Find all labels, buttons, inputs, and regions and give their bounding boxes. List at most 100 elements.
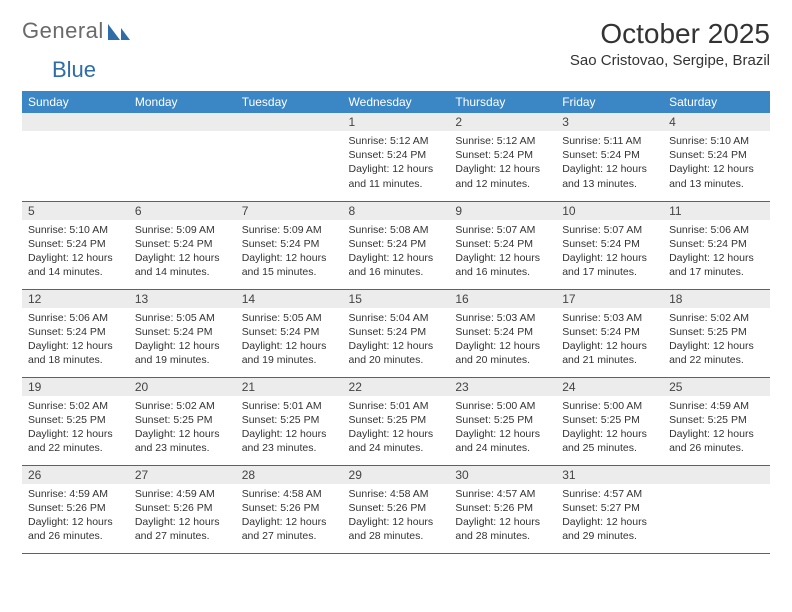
calendar-cell: [22, 113, 129, 201]
day-detail-line: Sunrise: 5:01 AM: [349, 399, 444, 413]
day-detail-line: and 13 minutes.: [669, 177, 764, 191]
day-number: 19: [22, 378, 129, 396]
calendar-week: 5Sunrise: 5:10 AMSunset: 5:24 PMDaylight…: [22, 201, 770, 289]
day-details: [129, 131, 236, 140]
day-number: [22, 113, 129, 131]
day-detail-line: Sunrise: 5:03 AM: [562, 311, 657, 325]
day-detail-line: Daylight: 12 hours: [562, 427, 657, 441]
day-details: Sunrise: 4:57 AMSunset: 5:26 PMDaylight:…: [449, 484, 556, 550]
day-detail-line: Sunrise: 4:59 AM: [28, 487, 123, 501]
day-detail-line: Sunrise: 5:11 AM: [562, 134, 657, 148]
day-detail-line: Sunrise: 5:09 AM: [242, 223, 337, 237]
calendar-cell: 7Sunrise: 5:09 AMSunset: 5:24 PMDaylight…: [236, 201, 343, 289]
location-text: Sao Cristovao, Sergipe, Brazil: [570, 52, 770, 69]
day-details: Sunrise: 5:04 AMSunset: 5:24 PMDaylight:…: [343, 308, 450, 374]
day-detail-line: Sunrise: 5:09 AM: [135, 223, 230, 237]
day-detail-line: Daylight: 12 hours: [242, 339, 337, 353]
day-detail-line: and 26 minutes.: [28, 529, 123, 543]
calendar-head: SundayMondayTuesdayWednesdayThursdayFrid…: [22, 91, 770, 113]
day-details: Sunrise: 5:08 AMSunset: 5:24 PMDaylight:…: [343, 220, 450, 286]
day-details: Sunrise: 5:02 AMSunset: 5:25 PMDaylight:…: [129, 396, 236, 462]
day-detail-line: and 17 minutes.: [562, 265, 657, 279]
calendar-cell: 30Sunrise: 4:57 AMSunset: 5:26 PMDayligh…: [449, 465, 556, 553]
calendar-cell: 19Sunrise: 5:02 AMSunset: 5:25 PMDayligh…: [22, 377, 129, 465]
day-detail-line: Daylight: 12 hours: [562, 251, 657, 265]
day-detail-line: and 14 minutes.: [28, 265, 123, 279]
day-detail-line: Sunset: 5:24 PM: [455, 148, 550, 162]
day-number: 5: [22, 202, 129, 220]
day-number: 20: [129, 378, 236, 396]
day-detail-line: Daylight: 12 hours: [349, 427, 444, 441]
day-details: Sunrise: 5:06 AMSunset: 5:24 PMDaylight:…: [22, 308, 129, 374]
day-detail-line: Sunset: 5:24 PM: [562, 237, 657, 251]
day-number: 21: [236, 378, 343, 396]
day-number: 28: [236, 466, 343, 484]
day-header: Friday: [556, 91, 663, 113]
calendar-cell: 10Sunrise: 5:07 AMSunset: 5:24 PMDayligh…: [556, 201, 663, 289]
day-detail-line: Daylight: 12 hours: [349, 162, 444, 176]
day-number: 30: [449, 466, 556, 484]
day-detail-line: Daylight: 12 hours: [669, 339, 764, 353]
day-detail-line: Sunrise: 5:07 AM: [455, 223, 550, 237]
day-detail-line: Daylight: 12 hours: [28, 251, 123, 265]
day-header: Saturday: [663, 91, 770, 113]
day-detail-line: Sunset: 5:24 PM: [669, 237, 764, 251]
day-header: Thursday: [449, 91, 556, 113]
day-detail-line: Sunrise: 4:57 AM: [455, 487, 550, 501]
calendar-cell: 16Sunrise: 5:03 AMSunset: 5:24 PMDayligh…: [449, 289, 556, 377]
day-detail-line: and 24 minutes.: [349, 441, 444, 455]
day-detail-line: Sunrise: 5:02 AM: [28, 399, 123, 413]
day-details: Sunrise: 5:12 AMSunset: 5:24 PMDaylight:…: [343, 131, 450, 197]
day-details: Sunrise: 4:59 AMSunset: 5:25 PMDaylight:…: [663, 396, 770, 462]
day-details: [236, 131, 343, 140]
day-detail-line: Sunset: 5:26 PM: [242, 501, 337, 515]
day-details: Sunrise: 5:09 AMSunset: 5:24 PMDaylight:…: [236, 220, 343, 286]
day-detail-line: Sunset: 5:24 PM: [455, 237, 550, 251]
calendar-cell: 26Sunrise: 4:59 AMSunset: 5:26 PMDayligh…: [22, 465, 129, 553]
calendar-cell: 2Sunrise: 5:12 AMSunset: 5:24 PMDaylight…: [449, 113, 556, 201]
calendar-week: 12Sunrise: 5:06 AMSunset: 5:24 PMDayligh…: [22, 289, 770, 377]
calendar-cell: 29Sunrise: 4:58 AMSunset: 5:26 PMDayligh…: [343, 465, 450, 553]
day-number: 9: [449, 202, 556, 220]
calendar-body: 1Sunrise: 5:12 AMSunset: 5:24 PMDaylight…: [22, 113, 770, 553]
day-detail-line: Sunset: 5:24 PM: [135, 237, 230, 251]
calendar-cell: 18Sunrise: 5:02 AMSunset: 5:25 PMDayligh…: [663, 289, 770, 377]
calendar-cell: 24Sunrise: 5:00 AMSunset: 5:25 PMDayligh…: [556, 377, 663, 465]
day-detail-line: Daylight: 12 hours: [242, 251, 337, 265]
day-detail-line: Sunrise: 5:05 AM: [135, 311, 230, 325]
day-number: 14: [236, 290, 343, 308]
day-number: 10: [556, 202, 663, 220]
day-detail-line: Daylight: 12 hours: [455, 515, 550, 529]
calendar-cell: [129, 113, 236, 201]
day-detail-line: Daylight: 12 hours: [242, 515, 337, 529]
day-detail-line: Sunset: 5:25 PM: [669, 413, 764, 427]
day-detail-line: and 14 minutes.: [135, 265, 230, 279]
day-detail-line: Sunset: 5:24 PM: [242, 325, 337, 339]
brand-logo: General: [22, 18, 134, 44]
day-details: Sunrise: 4:57 AMSunset: 5:27 PMDaylight:…: [556, 484, 663, 550]
day-detail-line: and 18 minutes.: [28, 353, 123, 367]
day-detail-line: Sunrise: 4:59 AM: [135, 487, 230, 501]
day-number: 25: [663, 378, 770, 396]
day-detail-line: Daylight: 12 hours: [28, 339, 123, 353]
sail-icon: [104, 18, 134, 44]
day-header: Wednesday: [343, 91, 450, 113]
calendar-week: 19Sunrise: 5:02 AMSunset: 5:25 PMDayligh…: [22, 377, 770, 465]
day-detail-line: Sunset: 5:24 PM: [349, 325, 444, 339]
day-detail-line: and 23 minutes.: [135, 441, 230, 455]
day-detail-line: Sunset: 5:26 PM: [455, 501, 550, 515]
day-detail-line: Sunrise: 5:08 AM: [349, 223, 444, 237]
day-detail-line: and 28 minutes.: [349, 529, 444, 543]
day-details: Sunrise: 5:10 AMSunset: 5:24 PMDaylight:…: [22, 220, 129, 286]
day-detail-line: Sunrise: 4:58 AM: [349, 487, 444, 501]
day-detail-line: Sunrise: 5:00 AM: [455, 399, 550, 413]
day-detail-line: and 19 minutes.: [135, 353, 230, 367]
day-detail-line: Daylight: 12 hours: [349, 515, 444, 529]
day-detail-line: Sunset: 5:25 PM: [28, 413, 123, 427]
calendar-cell: 31Sunrise: 4:57 AMSunset: 5:27 PMDayligh…: [556, 465, 663, 553]
day-detail-line: Sunset: 5:24 PM: [242, 237, 337, 251]
day-detail-line: and 16 minutes.: [455, 265, 550, 279]
day-detail-line: Sunrise: 5:12 AM: [349, 134, 444, 148]
day-details: Sunrise: 4:58 AMSunset: 5:26 PMDaylight:…: [343, 484, 450, 550]
day-detail-line: and 27 minutes.: [135, 529, 230, 543]
